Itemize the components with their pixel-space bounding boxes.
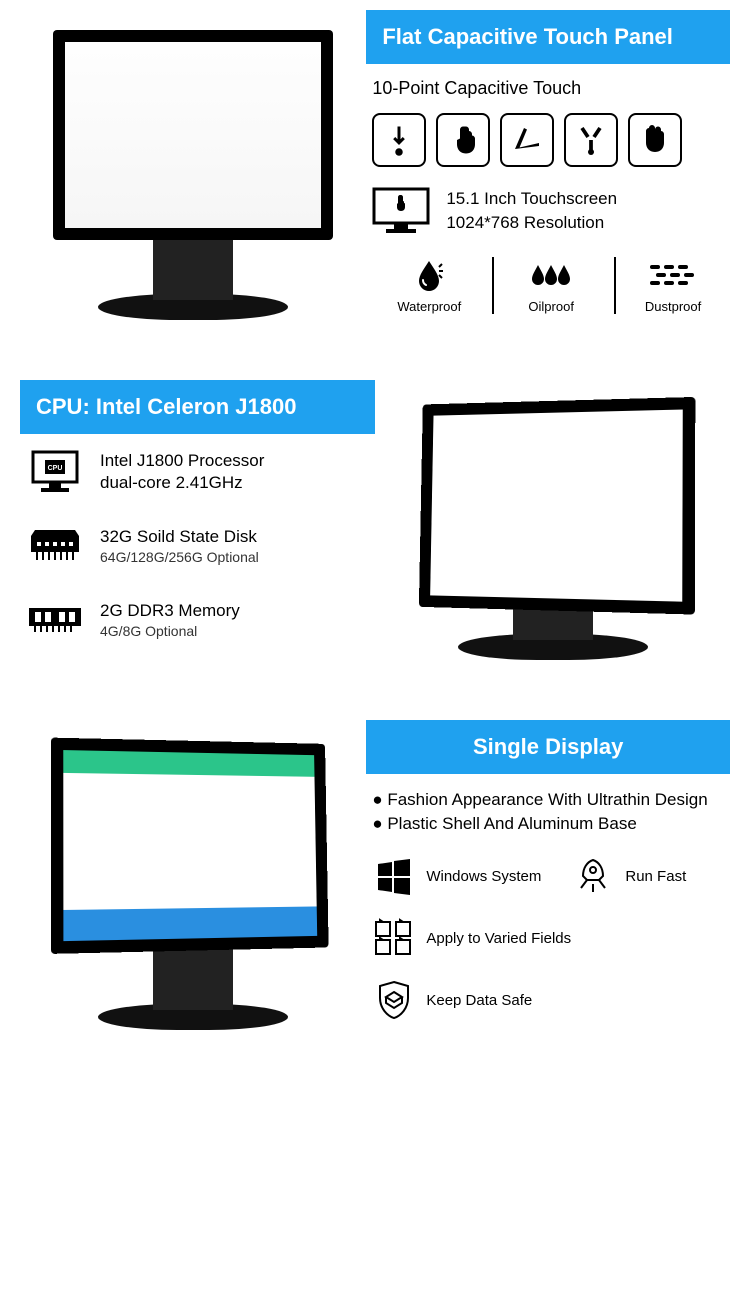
gesture-pinch-icon	[564, 113, 618, 167]
ssd-line1: 32G Soild State Disk	[100, 526, 259, 548]
section-single-display: Single Display ● Fashion Appearance With…	[0, 710, 750, 1080]
cpu-line1: Intel J1800 Processor	[100, 450, 264, 472]
gesture-swipe-icon	[500, 113, 554, 167]
ssd-icon	[26, 522, 84, 570]
section-touch-panel: Flat Capacitive Touch Panel 10-Point Cap…	[0, 0, 750, 370]
screen-size-text: 15.1 Inch Touchscreen	[446, 187, 617, 211]
windows-label: Windows System	[426, 868, 541, 885]
header-single-display: Single Display	[366, 720, 730, 774]
screen-spec-row: 15.1 Inch Touchscreen 1024*768 Resolutio…	[366, 187, 730, 235]
runfast-label: Run Fast	[625, 868, 686, 885]
section-cpu: CPU: Intel Celeron J1800 CPU Intel J1800…	[0, 370, 750, 710]
cpu-icon: CPU	[26, 448, 84, 496]
gesture-tap-icon	[372, 113, 426, 167]
bullet-design: ● Fashion Appearance With Ultrathin Desi…	[366, 788, 730, 812]
ram-line1: 2G DDR3 Memory	[100, 600, 240, 622]
feature-grid: Windows System Run Fast Apply to Varied …	[366, 836, 730, 1022]
ram-spec-row: 2G DDR3 Memory 4G/8G Optional	[20, 596, 375, 644]
windows-icon	[372, 854, 416, 898]
waterproof-label: Waterproof	[376, 299, 482, 314]
ssd-spec-row: 32G Soild State Disk 64G/128G/256G Optio…	[20, 522, 375, 570]
ram-icon	[26, 596, 84, 644]
fields-label: Apply to Varied Fields	[426, 930, 571, 947]
shield-icon	[372, 978, 416, 1022]
safe-label: Keep Data Safe	[426, 992, 532, 1009]
dustproof-icon	[620, 257, 726, 293]
monitor-icon	[372, 187, 430, 235]
cpu-spec-row: CPU Intel J1800 Processor dual-core 2.41…	[20, 448, 375, 496]
device-image-3	[20, 720, 366, 1050]
svg-text:CPU: CPU	[48, 465, 63, 472]
rocket-icon	[571, 854, 615, 898]
gesture-press-icon	[436, 113, 490, 167]
dustproof-label: Dustproof	[620, 299, 726, 314]
waterproof-icon	[376, 257, 482, 293]
screen-resolution-text: 1024*768 Resolution	[446, 211, 617, 235]
header-touch-panel: Flat Capacitive Touch Panel	[366, 10, 730, 64]
touch-subheading: 10-Point Capacitive Touch	[366, 78, 730, 113]
header-cpu: CPU: Intel Celeron J1800	[20, 380, 375, 434]
bullet-material: ● Plastic Shell And Aluminum Base	[366, 812, 730, 836]
ram-line2: 4G/8G Optional	[100, 622, 240, 640]
boxes-icon	[372, 916, 416, 960]
cpu-line2: dual-core 2.41GHz	[100, 472, 264, 494]
ssd-line2: 64G/128G/256G Optional	[100, 548, 259, 566]
gesture-zoom-icon	[628, 113, 682, 167]
proof-row: Waterproof Oilproof Dustproof	[366, 257, 730, 314]
device-image-2	[375, 380, 730, 680]
device-image-1	[20, 10, 366, 340]
oilproof-icon	[498, 257, 604, 293]
oilproof-label: Oilproof	[498, 299, 604, 314]
touch-gesture-row	[366, 113, 730, 167]
